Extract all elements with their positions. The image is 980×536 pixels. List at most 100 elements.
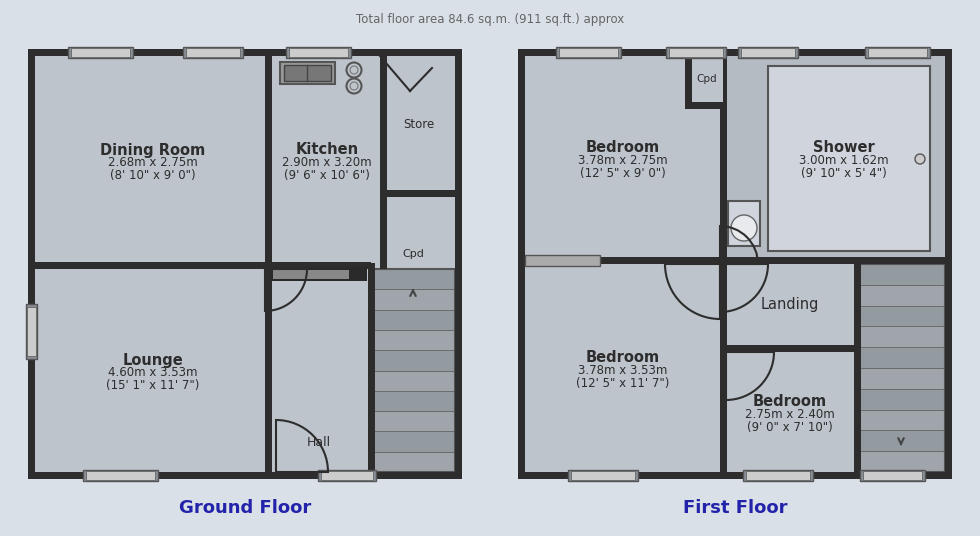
- Text: Lounge: Lounge: [122, 353, 183, 368]
- Bar: [371, 289, 455, 310]
- Bar: [857, 326, 945, 347]
- Bar: [720, 257, 945, 264]
- Text: Ground Floor: Ground Floor: [179, 499, 311, 517]
- Text: Cpd: Cpd: [697, 74, 717, 84]
- Bar: [857, 285, 945, 306]
- Text: Bedroom: Bedroom: [586, 139, 661, 154]
- Text: (9' 0" x 7' 10"): (9' 0" x 7' 10"): [747, 421, 833, 434]
- Bar: [320, 471, 373, 480]
- Text: Store: Store: [404, 118, 434, 131]
- Text: Bedroom: Bedroom: [753, 393, 827, 408]
- Bar: [271, 267, 367, 281]
- Bar: [371, 310, 455, 330]
- Text: 4.60m x 3.53m: 4.60m x 3.53m: [108, 367, 198, 379]
- Text: (12' 5" x 11' 7"): (12' 5" x 11' 7"): [576, 376, 669, 390]
- Bar: [867, 48, 927, 57]
- Bar: [857, 347, 945, 368]
- Bar: [371, 370, 455, 391]
- Bar: [738, 47, 798, 58]
- Bar: [945, 49, 952, 479]
- Bar: [692, 49, 723, 102]
- Bar: [318, 470, 376, 481]
- Bar: [371, 330, 455, 350]
- Bar: [28, 472, 462, 479]
- Bar: [518, 49, 525, 479]
- Bar: [368, 263, 375, 472]
- Text: 2.68m x 2.75m: 2.68m x 2.75m: [108, 157, 198, 169]
- Bar: [857, 430, 945, 451]
- Bar: [371, 452, 455, 472]
- Text: 3.00m x 1.62m: 3.00m x 1.62m: [799, 153, 889, 167]
- Text: Hall: Hall: [307, 435, 331, 449]
- Text: Bedroom: Bedroom: [586, 349, 661, 364]
- Text: Shower: Shower: [813, 139, 875, 154]
- Bar: [743, 470, 813, 481]
- Bar: [857, 451, 945, 472]
- Bar: [26, 304, 37, 359]
- Bar: [273, 270, 349, 279]
- Bar: [723, 56, 945, 261]
- Bar: [284, 65, 331, 81]
- Bar: [720, 345, 857, 352]
- Bar: [685, 49, 723, 109]
- Bar: [28, 49, 462, 479]
- Bar: [455, 49, 462, 479]
- Bar: [380, 190, 455, 197]
- Bar: [371, 391, 455, 411]
- Text: (9' 10" x 5' 4"): (9' 10" x 5' 4"): [801, 167, 887, 180]
- Bar: [71, 48, 130, 57]
- Bar: [28, 49, 35, 479]
- Bar: [83, 470, 158, 481]
- Bar: [286, 47, 351, 58]
- Bar: [559, 48, 618, 57]
- Bar: [371, 431, 455, 452]
- Bar: [857, 264, 945, 285]
- Bar: [741, 48, 795, 57]
- Bar: [383, 56, 455, 194]
- Bar: [86, 471, 155, 480]
- Text: Total floor area 84.6 sq.m. (911 sq.ft.) approx: Total floor area 84.6 sq.m. (911 sq.ft.)…: [356, 13, 624, 26]
- Bar: [35, 262, 271, 269]
- Bar: [857, 306, 945, 326]
- Text: Cpd: Cpd: [402, 249, 424, 259]
- Bar: [27, 307, 36, 356]
- Bar: [371, 350, 455, 370]
- Bar: [857, 368, 945, 389]
- Bar: [860, 470, 925, 481]
- Circle shape: [731, 215, 757, 241]
- Bar: [525, 255, 600, 266]
- Bar: [568, 470, 638, 481]
- Text: (9' 6" x 10' 6"): (9' 6" x 10' 6"): [284, 169, 369, 182]
- Bar: [380, 56, 387, 269]
- Text: (8' 10" x 9' 0"): (8' 10" x 9' 0"): [110, 169, 196, 182]
- Text: 2.75m x 2.40m: 2.75m x 2.40m: [745, 407, 835, 421]
- Bar: [518, 49, 952, 56]
- Bar: [280, 62, 335, 84]
- Bar: [68, 47, 133, 58]
- Bar: [728, 201, 760, 246]
- Bar: [525, 257, 726, 264]
- Bar: [854, 258, 861, 472]
- Bar: [746, 471, 810, 480]
- Bar: [28, 49, 462, 56]
- Bar: [265, 56, 272, 472]
- Text: First Floor: First Floor: [683, 499, 787, 517]
- Bar: [862, 471, 922, 480]
- Text: 3.78m x 3.53m: 3.78m x 3.53m: [578, 363, 667, 376]
- Bar: [271, 262, 371, 269]
- Bar: [371, 411, 455, 431]
- Bar: [556, 47, 621, 58]
- Bar: [183, 47, 243, 58]
- Bar: [371, 269, 455, 289]
- Bar: [768, 66, 930, 251]
- Text: (15' 1" x 11' 7"): (15' 1" x 11' 7"): [106, 379, 200, 392]
- Bar: [570, 471, 635, 480]
- Bar: [186, 48, 240, 57]
- Bar: [371, 269, 455, 472]
- Bar: [668, 48, 723, 57]
- Bar: [666, 47, 726, 58]
- Text: 2.90m x 3.20m: 2.90m x 3.20m: [282, 157, 371, 169]
- Bar: [865, 47, 930, 58]
- Text: Kitchen: Kitchen: [295, 143, 359, 158]
- Text: (12' 5" x 9' 0"): (12' 5" x 9' 0"): [580, 167, 665, 180]
